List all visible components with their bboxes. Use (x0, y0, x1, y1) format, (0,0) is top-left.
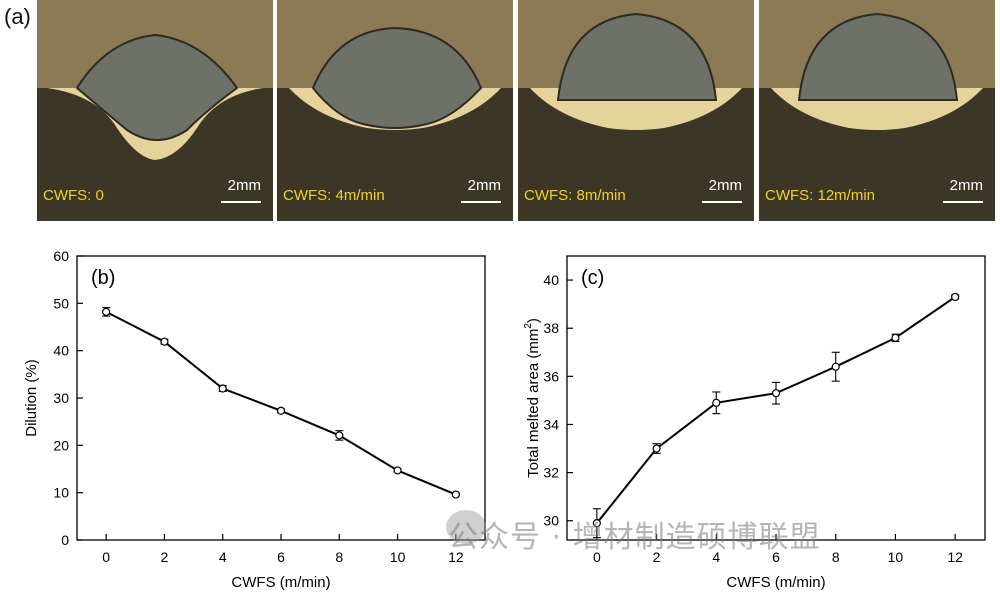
x-tick-label: 4 (219, 549, 227, 565)
plot-frame (76, 255, 486, 541)
x-tick-label: 10 (888, 549, 904, 565)
x-tick-label: 6 (277, 549, 285, 565)
panel-label: (c) (581, 267, 604, 289)
x-tick-label: 6 (772, 549, 780, 565)
y-tick-label: 0 (61, 532, 69, 548)
micrograph-caption: CWFS: 0 (43, 187, 104, 204)
data-point (951, 292, 960, 302)
micrograph-2: CWFS: 8m/min 2mm (518, 0, 754, 221)
x-axis-label: CWFS (m/min) (231, 574, 330, 591)
x-tick-label: 12 (947, 549, 963, 565)
dilution-chart: (b) 0 2 4 6 8 10 12 0 10 20 30 40 50 60 CWFS (m/min) Dil… (23, 248, 486, 591)
data-point (102, 307, 111, 316)
data-point (831, 362, 840, 371)
scale-label: 2mm (227, 177, 261, 194)
data-point (592, 519, 601, 528)
scale-label: 2mm (467, 177, 501, 194)
data-point (652, 444, 661, 453)
micrograph-1: CWFS: 4m/min 2mm (277, 0, 513, 221)
scale-bar (461, 201, 501, 203)
y-tick-label: 60 (53, 248, 69, 264)
watermark: 公众号 · 增材制造硕博联盟 (448, 520, 821, 555)
y-tick-label: 40 (543, 272, 559, 288)
data-point (891, 333, 900, 342)
x-tick-label: 0 (102, 549, 110, 565)
x-tick-label: 8 (335, 549, 343, 565)
data-point (451, 490, 460, 499)
y-tick-label: 20 (53, 437, 69, 453)
data-point (160, 337, 169, 346)
y-tick-label: 40 (53, 343, 69, 359)
x-tick-label: 10 (390, 549, 406, 565)
data-point (335, 431, 344, 440)
y-axis-label: Total melted area (mm2) (523, 318, 542, 478)
data-point (712, 398, 721, 407)
data-point (218, 384, 227, 393)
data-point (393, 466, 402, 475)
micrograph-caption: CWFS: 8m/min (524, 187, 626, 204)
x-tick-label: 0 (593, 549, 601, 565)
scale-bar (943, 201, 983, 203)
micrograph-3: CWFS: 12m/min 2mm (759, 0, 995, 221)
y-axis-label: Dilution (%) (23, 359, 40, 437)
series-line (596, 296, 956, 524)
data-point (276, 406, 286, 415)
panel-a-label: (a) (4, 4, 31, 29)
melted-area-chart: (c) 0 2 4 6 8 10 12 30 32 34 36 38 40 CWFS (m/min) Tota… (523, 255, 986, 591)
y-tick-label: 36 (543, 368, 559, 384)
x-tick-label: 4 (712, 549, 720, 565)
x-tick-label: 8 (832, 549, 840, 565)
micrograph-caption: CWFS: 4m/min (283, 187, 385, 204)
scale-label: 2mm (949, 177, 983, 194)
y-tick-label: 32 (543, 465, 559, 481)
micrograph-0: CWFS: 0 2mm (37, 0, 273, 221)
series-line (105, 310, 457, 496)
data-point (771, 389, 781, 398)
y-tick-label: 34 (543, 416, 559, 432)
x-tick-label: 2 (653, 549, 661, 565)
y-tick-label: 38 (543, 320, 559, 336)
scale-bar (221, 201, 261, 203)
panel-label: (b) (91, 267, 115, 289)
y-tick-label: 10 (53, 485, 69, 501)
micrograph-caption: CWFS: 12m/min (765, 187, 876, 204)
y-tick-label: 50 (53, 295, 69, 311)
x-tick-label: 12 (448, 549, 464, 565)
scale-bar (702, 201, 742, 203)
scale-label: 2mm (708, 177, 742, 194)
wechat-icon (446, 510, 486, 544)
x-tick-label: 2 (161, 549, 169, 565)
x-axis-label: CWFS (m/min) (726, 574, 825, 591)
y-tick-label: 30 (53, 390, 69, 406)
y-tick-label: 30 (543, 513, 559, 529)
